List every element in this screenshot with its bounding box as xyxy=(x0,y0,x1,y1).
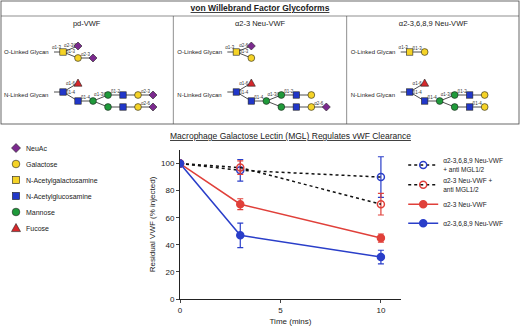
svg-text:Macrophage Galactose Lectin (M: Macrophage Galactose Lectin (MGL) Regula… xyxy=(170,131,411,141)
svg-text:β1-2: β1-2 xyxy=(458,89,468,94)
svg-text:40: 40 xyxy=(165,241,174,250)
svg-text:Residual VWF (% injected): Residual VWF (% injected) xyxy=(148,176,157,272)
svg-text:α2-6: α2-6 xyxy=(141,101,151,106)
svg-text:0: 0 xyxy=(178,306,183,315)
svg-text:pd-VWF: pd-VWF xyxy=(73,19,101,28)
svg-text:α2-3 Neu-VWF: α2-3 Neu-VWF xyxy=(235,19,286,28)
svg-text:α2-3: α2-3 xyxy=(141,89,151,94)
svg-text:β1-4: β1-4 xyxy=(239,90,249,95)
svg-text:α2-6: α2-6 xyxy=(314,101,324,106)
svg-text:β1-2: β1-2 xyxy=(284,89,294,94)
svg-text:α1-3/6: α1-3/6 xyxy=(267,91,281,97)
svg-text:80: 80 xyxy=(165,186,174,195)
svg-text:NeuAc: NeuAc xyxy=(26,145,48,152)
svg-text:β1-3: β1-3 xyxy=(66,49,76,54)
svg-text:α1-3: α1-3 xyxy=(398,45,408,50)
svg-text:O-Linked Glycan: O-Linked Glycan xyxy=(177,49,222,55)
svg-text:Mannose: Mannose xyxy=(26,209,55,216)
svg-text:α2-3,6,8,9 Neu-VWF+ anti MGL1/: α2-3,6,8,9 Neu-VWF+ anti MGL1/2 xyxy=(443,157,503,172)
svg-text:20: 20 xyxy=(165,268,174,277)
svg-text:β1-2: β1-2 xyxy=(111,89,121,94)
svg-text:α1-3: α1-3 xyxy=(225,45,235,50)
svg-text:N-Linked Glycan: N-Linked Glycan xyxy=(177,92,221,98)
svg-text:10: 10 xyxy=(376,306,385,315)
svg-text:α2-3 Neu-VWF: α2-3 Neu-VWF xyxy=(443,201,487,208)
svg-text:α1-3/6: α1-3/6 xyxy=(94,91,107,97)
svg-text:0: 0 xyxy=(170,295,175,304)
svg-text:O-Linked Glycan: O-Linked Glycan xyxy=(351,49,396,55)
svg-text:α2-3: α2-3 xyxy=(81,52,91,57)
svg-text:Time (mins): Time (mins) xyxy=(270,317,312,326)
svg-text:α2-3,6,8,9 Neu-VWF: α2-3,6,8,9 Neu-VWF xyxy=(399,19,468,28)
svg-text:N-Acetylglucosamine: N-Acetylglucosamine xyxy=(26,193,92,201)
svg-text:α1-3/6: α1-3/6 xyxy=(440,91,454,97)
svg-text:100: 100 xyxy=(161,159,175,168)
svg-text:β1-3: β1-3 xyxy=(239,49,249,54)
svg-text:β1-4: β1-4 xyxy=(428,95,438,100)
svg-text:α2-3,6,8,9 Neu-VWF: α2-3,6,8,9 Neu-VWF xyxy=(443,220,503,227)
svg-text:von Willebrand Factor Glycofor: von Willebrand Factor Glycoforms xyxy=(191,3,330,13)
svg-text:α2-6: α2-6 xyxy=(239,43,249,48)
svg-text:Galactose: Galactose xyxy=(26,161,58,168)
svg-text:α1-6: α1-6 xyxy=(239,81,249,86)
svg-text:β1-4: β1-4 xyxy=(66,90,76,95)
svg-text:β1-4: β1-4 xyxy=(81,95,91,100)
svg-text:60: 60 xyxy=(165,214,174,223)
svg-text:Fucose: Fucose xyxy=(26,225,49,232)
svg-text:α1-6: α1-6 xyxy=(66,81,76,86)
svg-text:β1-4: β1-4 xyxy=(473,101,483,106)
svg-text:α2-3 Neu-VWF +anti MGL1/2: α2-3 Neu-VWF +anti MGL1/2 xyxy=(443,177,492,192)
html-text:α1-3 α2-3/6: α1-3 α2-3/6 xyxy=(51,42,77,50)
svg-text:β1-4: β1-4 xyxy=(413,90,423,95)
svg-text:5: 5 xyxy=(278,306,283,315)
svg-text:β1-3: β1-3 xyxy=(413,46,423,51)
svg-text:N-Linked Glycan: N-Linked Glycan xyxy=(351,92,395,98)
svg-text:N-Linked Glycan: N-Linked Glycan xyxy=(4,92,48,98)
svg-text:β1-4: β1-4 xyxy=(254,95,264,100)
svg-text:O-Linked Glycan: O-Linked Glycan xyxy=(4,49,49,55)
svg-text:α1-6: α1-6 xyxy=(413,81,423,86)
svg-text:N-Acetylgalactosamine: N-Acetylgalactosamine xyxy=(26,177,98,185)
